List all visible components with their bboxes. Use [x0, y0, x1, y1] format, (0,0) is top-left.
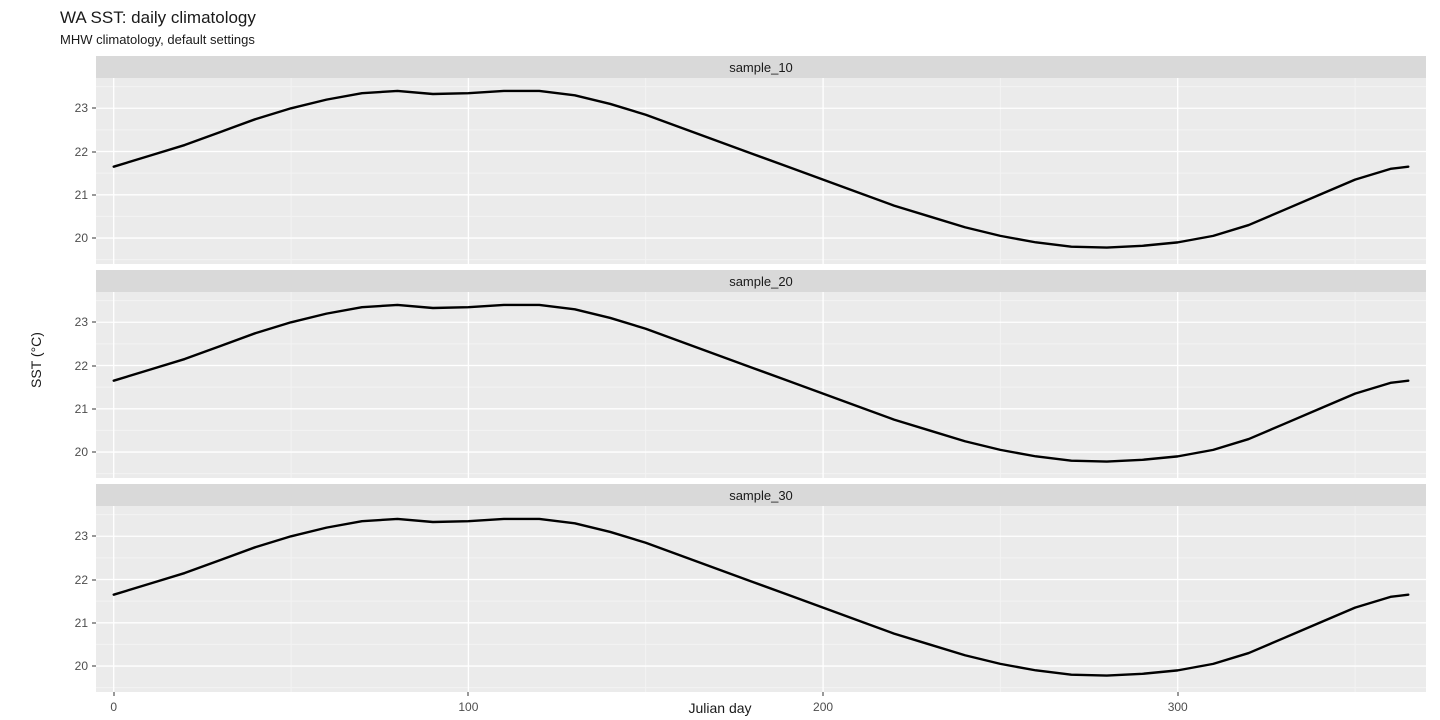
x-tick-label: 0 [110, 700, 117, 714]
figure: WA SST: daily climatology MHW climatolog… [0, 0, 1440, 720]
y-tick-label: 21 [75, 188, 88, 202]
x-tick-mark [113, 692, 114, 696]
panel: 20212223 [96, 78, 1426, 264]
panel-svg [96, 78, 1426, 264]
x-tick-mark [1177, 692, 1178, 696]
y-tick-label: 23 [75, 529, 88, 543]
y-tick-label: 23 [75, 315, 88, 329]
y-tick-label: 20 [75, 445, 88, 459]
y-tick-label: 22 [75, 359, 88, 373]
y-tick-label: 22 [75, 573, 88, 587]
panel-svg [96, 292, 1426, 478]
x-axis-label: Julian day [688, 700, 751, 716]
panel: 20212223 [96, 292, 1426, 478]
y-tick-label: 20 [75, 231, 88, 245]
y-tick-label: 23 [75, 101, 88, 115]
series-line [114, 305, 1409, 462]
y-tick-label: 21 [75, 616, 88, 630]
x-tick-label: 300 [1168, 700, 1188, 714]
facet-strip: sample_10 [96, 56, 1426, 78]
facet: sample_3020212223 [96, 484, 1426, 692]
x-tick-mark [823, 692, 824, 696]
facet-panels: sample_1020212223sample_2020212223sample… [96, 56, 1426, 692]
facet: sample_1020212223 [96, 56, 1426, 264]
panel-svg [96, 506, 1426, 692]
chart-title: WA SST: daily climatology [60, 8, 256, 28]
facet-strip: sample_30 [96, 484, 1426, 506]
y-axis-label: SST (°C) [28, 332, 44, 388]
x-axis-ticks: 0 100 200 300 [96, 692, 1426, 718]
x-tick-label: 200 [813, 700, 833, 714]
series-line [114, 519, 1409, 676]
x-tick-mark [468, 692, 469, 696]
x-tick-label: 100 [458, 700, 478, 714]
chart-subtitle: MHW climatology, default settings [60, 32, 255, 47]
panel: 20212223 [96, 506, 1426, 692]
facet: sample_2020212223 [96, 270, 1426, 478]
facet-strip: sample_20 [96, 270, 1426, 292]
series-line [114, 91, 1409, 248]
y-tick-label: 20 [75, 659, 88, 673]
y-tick-label: 22 [75, 145, 88, 159]
y-tick-label: 21 [75, 402, 88, 416]
